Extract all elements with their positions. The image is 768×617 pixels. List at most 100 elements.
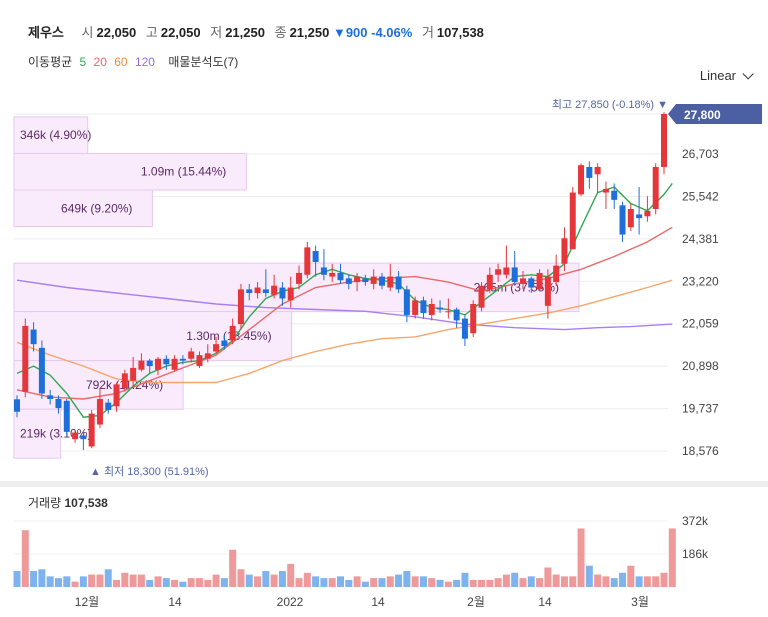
volume-bar — [502, 574, 510, 587]
candle-body — [171, 358, 178, 370]
volume-label: 거 — [421, 25, 434, 40]
volume-bar — [619, 572, 627, 587]
close-value: 21,250 — [289, 25, 330, 40]
y-tick-label: 22,059 — [682, 317, 719, 331]
candle-body — [395, 276, 402, 290]
candle-body — [362, 278, 369, 283]
volume-profile-bar — [13, 189, 153, 228]
candle-body — [370, 276, 377, 284]
candle-body — [403, 289, 410, 315]
volume-bar — [295, 578, 303, 587]
ma5-toggle[interactable]: 5 — [79, 55, 87, 69]
candle-body — [486, 274, 493, 290]
volume-bar — [129, 574, 137, 587]
ma20-toggle[interactable]: 20 — [93, 55, 107, 69]
volume-bar — [627, 565, 635, 587]
volume-bar — [635, 576, 643, 587]
volume-bar — [220, 578, 228, 587]
candle-body — [354, 276, 361, 283]
volume-bar — [187, 578, 195, 587]
candle-body — [96, 398, 103, 425]
candle-body — [627, 208, 634, 228]
candle-body — [519, 278, 526, 284]
volume-bar — [361, 581, 369, 587]
candle-body — [461, 318, 468, 339]
candle-body — [196, 355, 203, 367]
volume-bar — [113, 579, 121, 587]
candle-body — [179, 358, 186, 361]
candle-body — [611, 190, 618, 200]
candle-body — [544, 276, 551, 306]
volume-bar — [660, 572, 668, 587]
volume-bar — [486, 579, 494, 587]
volume-bar — [278, 571, 286, 587]
volume-bar — [461, 572, 469, 587]
moving-average-legend: 이동평균 5 20 60 120 매물분석도(7) — [28, 53, 242, 70]
volume-profile-toggle[interactable]: 매물분석도(7) — [168, 55, 239, 69]
volume-bar — [312, 576, 320, 587]
y-tick-label: 25,542 — [682, 189, 719, 203]
candle-body — [38, 347, 45, 394]
candle-body — [221, 340, 228, 346]
high-annotation: 최고 27,850 (-0.18%) ▼ — [552, 98, 668, 111]
volume-bar — [411, 576, 419, 587]
volume-bar — [137, 574, 145, 587]
candle-body — [188, 351, 195, 359]
volume-bar — [121, 572, 129, 587]
volume-bar — [154, 576, 162, 587]
volume-bar — [395, 574, 403, 587]
volume-bar — [444, 581, 452, 587]
volume-bar — [30, 571, 38, 587]
volume-bar — [262, 571, 270, 587]
volume-bar — [594, 574, 602, 587]
candle-body — [254, 287, 261, 294]
y-tick-label: 24,381 — [682, 232, 719, 246]
volume-bar — [204, 579, 212, 587]
y-tick-label: 23,220 — [682, 274, 719, 288]
volume-bar — [13, 571, 21, 587]
change-value: ▼900 -4.06% — [332, 25, 413, 40]
volume-bar — [179, 581, 187, 587]
volume-bar — [270, 574, 278, 587]
volume-bar — [237, 569, 245, 587]
volume-bar — [602, 576, 610, 587]
candle-body — [528, 278, 535, 288]
candle-body — [586, 166, 593, 178]
candle-body — [246, 289, 253, 294]
volume-bar — [527, 576, 535, 587]
ma120-toggle[interactable]: 120 — [134, 55, 155, 69]
candle-body — [80, 435, 87, 440]
candle-body — [578, 165, 585, 195]
candle-body — [146, 360, 153, 367]
candle-body — [644, 210, 651, 217]
volume-profile-bar — [13, 408, 62, 459]
volume-panel-label: 거래량 107,538 — [28, 496, 108, 510]
candle-body — [155, 358, 162, 370]
volume-bar — [469, 579, 477, 587]
candle-body — [437, 307, 444, 310]
candle-body — [453, 309, 460, 321]
candle-body — [105, 402, 112, 410]
volume-bar — [171, 579, 179, 587]
ma120-line — [16, 279, 673, 331]
candle-body — [503, 267, 510, 275]
candle-body — [138, 360, 145, 370]
volume-bar — [643, 576, 651, 587]
candle-body — [47, 395, 54, 399]
x-tick-label: 3월 — [631, 595, 649, 609]
candle-body — [262, 289, 269, 294]
x-tick-label: 14 — [371, 595, 385, 609]
ma60-toggle[interactable]: 60 — [114, 55, 128, 69]
volume-profile-label: 1.09m (15.44%) — [141, 165, 226, 179]
candle-body — [536, 272, 543, 290]
candle-body — [304, 247, 311, 275]
volume-bar — [46, 576, 54, 587]
low-label: 저 — [210, 25, 223, 40]
candle-body — [470, 303, 477, 334]
y-tick-label: 19,737 — [682, 402, 719, 416]
volume-bar — [88, 574, 96, 587]
volume-bar — [79, 576, 87, 587]
y-tick-label: 20,898 — [682, 359, 719, 373]
scale-dropdown[interactable]: Linear — [700, 68, 754, 83]
